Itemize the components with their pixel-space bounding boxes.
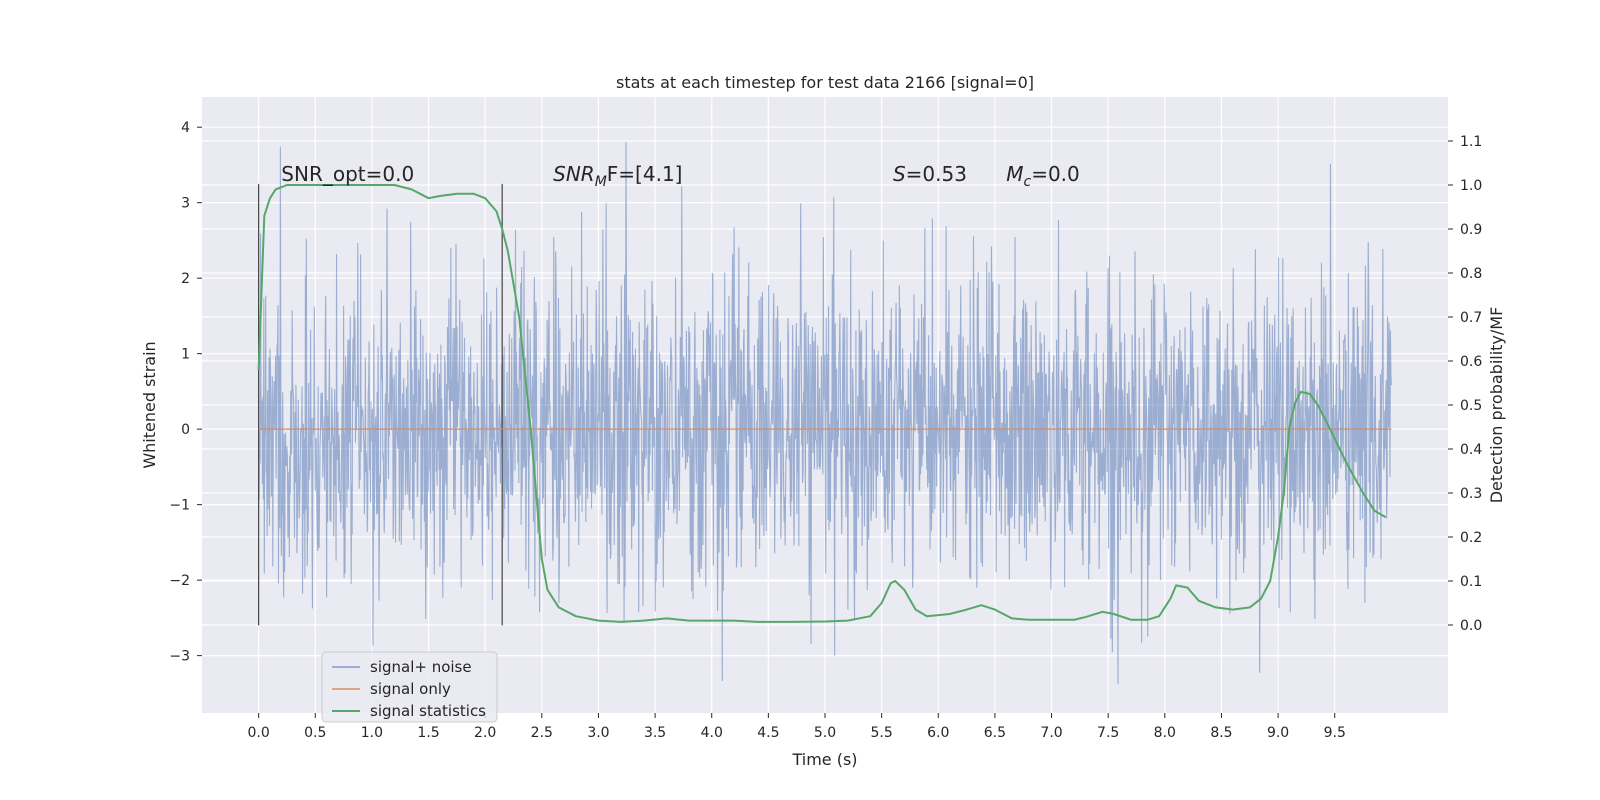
y-left-tick-label: 0: [181, 422, 190, 438]
y-right-tick-label: 0.1: [1460, 574, 1482, 590]
y-left-tick-label: 2: [181, 271, 190, 287]
x-tick-label: 5.0: [814, 725, 836, 741]
annotation-text: Mc=0.0: [1006, 162, 1080, 190]
y-left-axis-label: Whitened strain: [140, 341, 159, 468]
legend-label: signal only: [370, 680, 451, 698]
x-tick-label: 6.5: [984, 725, 1006, 741]
x-tick-label: 5.5: [871, 725, 893, 741]
plot-content: [257, 141, 1392, 684]
legend-label: signal+ noise: [370, 658, 472, 676]
x-tick-label: 9.0: [1267, 725, 1289, 741]
y-left-tick-label: 3: [181, 196, 190, 212]
x-tick-label: 3.5: [644, 725, 666, 741]
y-right-tick-label: 1.1: [1460, 134, 1482, 150]
x-tick-label: 3.0: [587, 725, 609, 741]
y-left-tick-label: 1: [181, 347, 190, 363]
y-right-tick-label: 0.8: [1460, 266, 1482, 282]
x-tick-label: 2.0: [474, 725, 496, 741]
y-right-tick-label: 0.6: [1460, 354, 1482, 370]
x-tick-label: 0.5: [304, 725, 326, 741]
x-tick-label: 4.5: [757, 725, 779, 741]
y-right-tick-label: 1.0: [1460, 178, 1482, 194]
y-right-tick-label: 0.5: [1460, 398, 1482, 414]
annotation-text: S=0.53: [893, 162, 967, 186]
annotation-text: SNR_opt=0.0: [281, 162, 414, 186]
x-tick-label: 1.5: [417, 725, 439, 741]
y-right-axis-label: Detection probability/MF: [1487, 307, 1506, 504]
x-tick-label: 8.0: [1154, 725, 1176, 741]
series-signal-statistics: [257, 184, 1387, 623]
y-left-tick-label: −1: [169, 498, 190, 514]
x-tick-label: 7.5: [1097, 725, 1119, 741]
y-right-tick-label: 0.4: [1460, 442, 1482, 458]
series-signal-noise: [258, 141, 1392, 684]
y-right-tick-label: 0.9: [1460, 222, 1482, 238]
y-right-tick-label: 0.0: [1460, 618, 1482, 634]
y-left-tick-label: −3: [169, 649, 190, 665]
annotations: SNR_opt=0.0 SNRMF=[4.1] S=0.53 Mc=0.0: [281, 162, 1079, 190]
y-left-tick-label: 4: [181, 120, 190, 136]
x-tick-label: 8.5: [1210, 725, 1232, 741]
y-right-axis-ticks: 0.0 0.1 0.2 0.3 0.4 0.5 0.6 0.7 0.8 0.9 1.0 1.1: [1448, 134, 1482, 634]
x-tick-label: 0.0: [248, 725, 270, 741]
legend-box: [321, 651, 498, 723]
x-tick-label: 1.0: [361, 725, 383, 741]
x-axis-ticks: 0.0 0.5 1.0 1.5 2.0 2.5 3.0 3.5 4.0 4.5 5.0 5.5 6.0 6…: [248, 713, 1346, 741]
annotation-text: SNRMF=[4.1]: [553, 162, 682, 190]
x-tick-label: 6.0: [927, 725, 949, 741]
x-axis-label: Time (s): [791, 750, 857, 769]
x-tick-label: 9.5: [1324, 725, 1346, 741]
y-left-axis-ticks: −3 −2 −1 0 1 2 3 4: [169, 120, 202, 665]
chart-title: stats at each timestep for test data 216…: [616, 73, 1034, 92]
x-tick-label: 4.0: [701, 725, 723, 741]
y-right-tick-label: 0.3: [1460, 486, 1482, 502]
legend: signal+ noise signal only signal statistic…: [321, 651, 498, 723]
y-left-tick-label: −2: [169, 573, 190, 589]
x-tick-label: 7.0: [1040, 725, 1062, 741]
y-right-tick-label: 0.2: [1460, 530, 1482, 546]
x-tick-label: 2.5: [531, 725, 553, 741]
legend-label: signal statistics: [370, 702, 486, 720]
y-right-tick-label: 0.7: [1460, 310, 1482, 326]
